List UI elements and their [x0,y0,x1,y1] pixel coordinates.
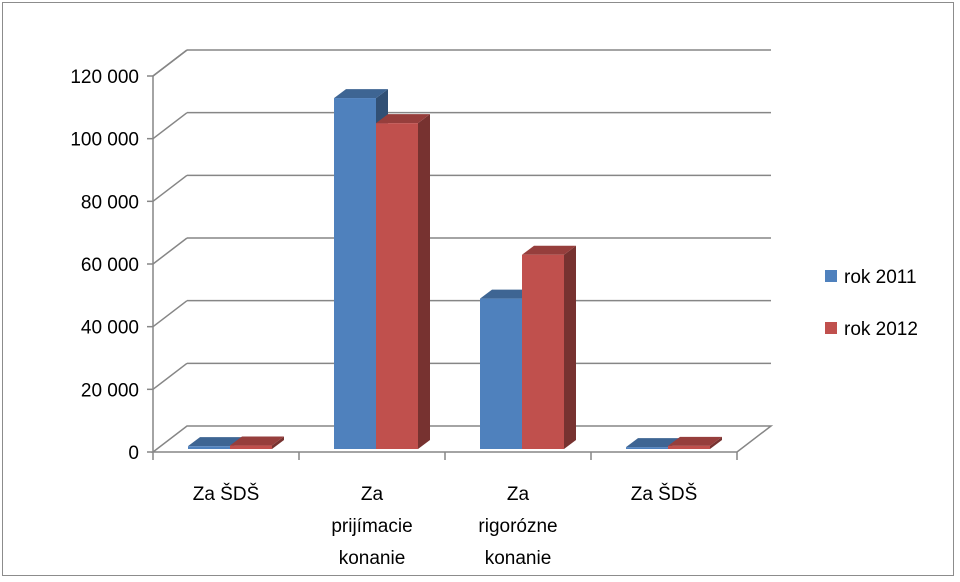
x-category-label: konanie [485,548,552,569]
gridline-side [152,174,188,202]
bar-front [522,254,564,449]
chart-floor [150,425,774,453]
legend-label-series-2: rok 2012 [844,319,918,340]
y-tick-label: 120 000 [70,67,139,88]
x-category-label: Za [361,484,384,505]
gridline-side [152,112,188,140]
bar-2-1 [230,436,284,449]
bar-top [230,436,284,446]
x-category-label: rigorózne [478,516,557,537]
axis-layer: 0 20 000 40 000 60 000 80 000 100 000 120 000 [70,49,738,464]
x-category-label: prijímacie [331,516,412,537]
y-axis-depth-line [152,49,188,77]
bars-layer [188,89,722,450]
bar-front [230,445,272,449]
bar-top [188,437,242,447]
x-category-label: Za [507,484,530,505]
grid-layer [150,49,774,453]
x-category-label: Za ŠDŠ [631,483,698,505]
bar-top [480,289,534,299]
bar-side [418,114,430,449]
x-category-label: Za ŠDŠ [193,483,260,505]
gridline-side [152,237,188,265]
legend-swatch-series-1 [825,270,837,282]
x-category-label: konanie [339,548,406,569]
bar-front [334,98,376,450]
bar-front [188,446,230,449]
bar-2-2 [376,114,430,449]
legend-label-series-1: rok 2011 [844,267,917,288]
bar-side [272,436,284,449]
y-tick-label: 20 000 [81,380,139,401]
bar-side [564,245,576,449]
x-axis-labels: Za ŠDŠ Za prijímacie konanie Za rigorózne kona… [193,483,698,569]
bar-2-3 [522,245,576,449]
chart-frame: 0 20 000 40 000 60 000 80 000 100 000 120 000 … [2,2,954,576]
bar-top [376,114,430,124]
gridline-side [152,300,188,328]
bar-top [334,89,388,99]
y-tick-label: 80 000 [81,192,139,213]
y-tick-label: 60 000 [81,255,139,276]
y-tick-label: 40 000 [81,318,139,339]
legend: rok 2011 rok 2012 [825,267,918,340]
y-tick-label: 100 000 [70,130,139,151]
bar-top [522,245,576,255]
bar-top [626,438,680,448]
bar-2-4 [668,436,722,449]
y-tick-label: 0 [128,443,139,464]
bar-top [668,436,722,446]
legend-swatch-series-2 [825,322,837,334]
bar-front [626,447,668,449]
bar-front [668,445,710,449]
bar-front [376,123,418,449]
gridline-side [152,362,188,390]
bar-front [480,298,522,449]
bar-side [710,436,722,449]
